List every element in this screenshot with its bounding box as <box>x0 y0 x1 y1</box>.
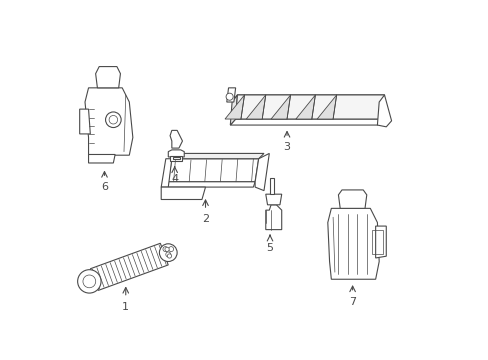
Polygon shape <box>88 154 115 163</box>
Text: 1: 1 <box>122 302 129 312</box>
Polygon shape <box>230 95 237 125</box>
Polygon shape <box>171 153 264 159</box>
Polygon shape <box>255 153 269 191</box>
Polygon shape <box>265 205 281 230</box>
Polygon shape <box>235 95 384 119</box>
Polygon shape <box>90 243 168 291</box>
Polygon shape <box>168 150 184 157</box>
Polygon shape <box>246 95 265 119</box>
Polygon shape <box>224 95 244 119</box>
Text: 5: 5 <box>266 243 273 253</box>
Polygon shape <box>327 208 378 279</box>
Polygon shape <box>317 95 336 119</box>
Polygon shape <box>85 88 133 155</box>
Polygon shape <box>377 95 391 127</box>
Circle shape <box>163 247 167 252</box>
Polygon shape <box>168 159 258 182</box>
Polygon shape <box>161 187 205 199</box>
Circle shape <box>165 252 170 257</box>
Circle shape <box>167 254 171 258</box>
Polygon shape <box>338 190 366 208</box>
Text: 7: 7 <box>348 297 355 307</box>
Circle shape <box>105 112 121 127</box>
Circle shape <box>225 93 233 100</box>
Text: 2: 2 <box>202 215 209 224</box>
Polygon shape <box>375 226 386 258</box>
Polygon shape <box>269 178 273 194</box>
Polygon shape <box>80 109 90 134</box>
Polygon shape <box>226 88 235 102</box>
Text: 6: 6 <box>101 183 108 193</box>
Polygon shape <box>265 194 281 205</box>
Circle shape <box>83 275 96 288</box>
Polygon shape <box>232 95 384 102</box>
Polygon shape <box>270 95 290 119</box>
Circle shape <box>164 247 169 251</box>
Circle shape <box>109 116 118 124</box>
Polygon shape <box>295 95 315 119</box>
Polygon shape <box>170 130 182 148</box>
Circle shape <box>159 244 177 261</box>
Circle shape <box>168 247 173 252</box>
Circle shape <box>78 270 101 293</box>
Polygon shape <box>170 156 182 161</box>
Polygon shape <box>96 67 120 88</box>
Text: 4: 4 <box>171 174 178 184</box>
Text: 3: 3 <box>283 143 290 152</box>
Polygon shape <box>230 119 382 125</box>
Polygon shape <box>161 159 171 187</box>
Polygon shape <box>168 182 255 187</box>
